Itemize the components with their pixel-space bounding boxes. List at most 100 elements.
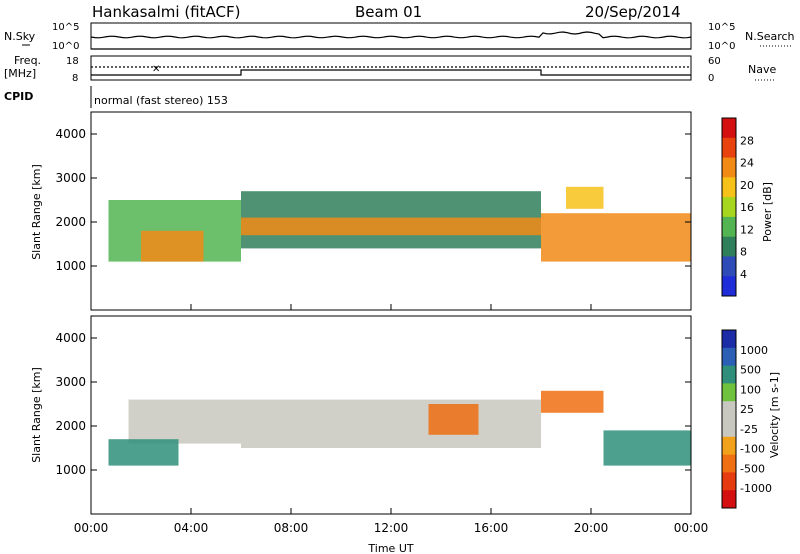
power-data-band-3 bbox=[241, 217, 541, 236]
date-title: 20/Sep/2014 bbox=[585, 3, 681, 21]
power-yticks-label-3: 4000 bbox=[55, 127, 86, 141]
power-data-band-4 bbox=[541, 213, 691, 262]
velocity-yticks-label-3: 4000 bbox=[55, 331, 86, 345]
power-colorbar-swatch-8 bbox=[722, 276, 736, 297]
x-tick-label-5: 20:00 bbox=[574, 521, 609, 535]
velocity-data-band-3 bbox=[428, 404, 479, 435]
freq-label-line1: Freq. bbox=[14, 54, 41, 67]
freq-marker: ✕ bbox=[152, 64, 160, 75]
nave-right-tick-high: 60 bbox=[708, 56, 721, 67]
power-colorbar-tick-2: 12 bbox=[740, 223, 754, 236]
velocity-colorbar-frame bbox=[721, 329, 737, 509]
power-colorbar-frame bbox=[721, 117, 737, 297]
power-yticks-label-2: 3000 bbox=[55, 171, 86, 185]
power-colorbar-swatch-6 bbox=[722, 236, 736, 257]
power-colorbar-tick-4: 20 bbox=[740, 179, 754, 192]
freq-left-tick-high: 18 bbox=[66, 56, 79, 67]
velocity-data bbox=[108, 390, 691, 466]
velocity-colorbar-tick-4: 25 bbox=[740, 403, 754, 416]
cpid-text: normal (fast stereo) 153 bbox=[94, 94, 228, 107]
velocity-colorbar-tick-3: -25 bbox=[740, 423, 758, 436]
velocity-colorbar-tick-6: 500 bbox=[740, 364, 761, 377]
velocity-colorbar-tick-5: 100 bbox=[740, 383, 761, 396]
power-colorbar-tick-0: 4 bbox=[740, 268, 747, 281]
velocity-colorbar-swatch-4 bbox=[722, 401, 736, 420]
power-colorbar-label: Power [dB] bbox=[761, 182, 774, 242]
nave-right-tick-low: 0 bbox=[708, 73, 714, 84]
power-colorbar-tick-3: 16 bbox=[740, 201, 754, 214]
velocity-data-band-5 bbox=[603, 430, 691, 466]
velocity-colorbar-tick-2: -100 bbox=[740, 443, 765, 456]
noise-right-tick-high: 10^5 bbox=[708, 22, 735, 33]
velocity-ylabel: Slant Range [km] bbox=[30, 367, 43, 463]
power-colorbar-swatch-7 bbox=[722, 256, 736, 277]
freq-panel: ✕ Freq. [MHz] 18 8 60 0 Nave bbox=[4, 54, 776, 84]
power-colorbar: 4 8 12 16 20 24 28 bbox=[721, 117, 754, 297]
x-tick-label-1: 04:00 bbox=[174, 521, 209, 535]
x-tick-label-6: 00:00 bbox=[674, 521, 709, 535]
velocity-colorbar-swatch-2 bbox=[722, 365, 736, 384]
x-axis: 00:00 04:00 08:00 12:00 16:00 20:00 00:00 bbox=[74, 304, 709, 535]
x-tick-label-0: 00:00 bbox=[74, 521, 109, 535]
velocity-colorbar-swatch-8 bbox=[722, 472, 736, 491]
power-data bbox=[108, 186, 691, 262]
noise-panel: N.Sky 10^5 10^0 10^5 10^0 N.Search bbox=[4, 22, 795, 52]
power-colorbar-swatch-2 bbox=[722, 157, 736, 178]
freq-left-tick-low: 8 bbox=[72, 73, 78, 84]
velocity-colorbar-swatch-3 bbox=[722, 383, 736, 402]
velocity-colorbar-swatch-7 bbox=[722, 454, 736, 473]
velocity-colorbar-tick-0: -1000 bbox=[740, 482, 772, 495]
noise-line bbox=[90, 31, 692, 39]
station-title: Hankasalmi (fitACF) bbox=[92, 3, 240, 21]
velocity-colorbar-label: Velocity [m s-1] bbox=[768, 372, 781, 458]
noise-left-tick-high: 10^5 bbox=[52, 22, 79, 33]
x-tick-label-3: 12:00 bbox=[374, 521, 409, 535]
power-colorbar-tick-6: 28 bbox=[740, 134, 754, 147]
x-tick-label-4: 16:00 bbox=[474, 521, 509, 535]
cpid-label: CPID bbox=[4, 90, 33, 103]
power-panel: 1000 2000 3000 4000 Slant Range [km] 4 8 12 16… bbox=[30, 111, 774, 311]
velocity-data-band-2 bbox=[241, 399, 541, 448]
nave-line bbox=[91, 69, 691, 76]
power-data-band-1 bbox=[141, 230, 204, 262]
velocity-colorbar-tick-1: -500 bbox=[740, 462, 765, 475]
nsearch-label: N.Search bbox=[745, 30, 795, 43]
velocity-colorbar-swatch-5 bbox=[722, 419, 736, 438]
velocity-yticks-label-1: 2000 bbox=[55, 419, 86, 433]
velocity-colorbar-swatch-0 bbox=[722, 330, 736, 349]
velocity-colorbar-swatch-9 bbox=[722, 490, 736, 509]
noise-left-tick-low: 10^0 bbox=[52, 41, 79, 52]
freq-label-line2: [MHz] bbox=[4, 67, 36, 80]
power-yticks-label-0: 1000 bbox=[55, 259, 86, 273]
velocity-colorbar-swatch-1 bbox=[722, 347, 736, 367]
velocity-data-band-0 bbox=[128, 399, 241, 444]
power-colorbar-swatch-0 bbox=[722, 118, 736, 139]
x-axis-label: Time UT bbox=[367, 542, 413, 554]
power-colorbar-tick-5: 24 bbox=[740, 157, 754, 170]
noise-right-tick-low: 10^0 bbox=[708, 41, 735, 52]
velocity-colorbar-tick-7: 1000 bbox=[740, 344, 768, 357]
power-ylabel: Slant Range [km] bbox=[30, 164, 43, 260]
nsky-label: N.Sky bbox=[4, 30, 36, 43]
velocity-colorbar: -1000 -500 -100 -25 25 100 500 1000 bbox=[721, 329, 772, 509]
power-yticks: 1000 2000 3000 4000 bbox=[55, 127, 691, 273]
power-colorbar-tick-1: 8 bbox=[740, 246, 747, 259]
velocity-yticks-label-2: 3000 bbox=[55, 375, 86, 389]
velocity-yticks: 1000 2000 3000 4000 bbox=[55, 331, 691, 477]
freq-panel-frame bbox=[90, 55, 692, 81]
power-yticks-label-1: 2000 bbox=[55, 215, 86, 229]
velocity-data-band-4 bbox=[541, 390, 604, 413]
nave-label: Nave bbox=[748, 63, 776, 76]
power-colorbar-swatch-3 bbox=[722, 177, 736, 198]
power-colorbar-swatch-5 bbox=[722, 216, 736, 238]
velocity-yticks-label-0: 1000 bbox=[55, 463, 86, 477]
x-tick-label-2: 08:00 bbox=[274, 521, 309, 535]
beam-title: Beam 01 bbox=[355, 3, 422, 21]
power-data-band-5 bbox=[566, 186, 604, 209]
velocity-colorbar-swatch-6 bbox=[722, 436, 736, 456]
power-colorbar-swatch-1 bbox=[722, 137, 736, 159]
power-colorbar-swatch-4 bbox=[722, 197, 736, 218]
velocity-data-band-1 bbox=[108, 439, 179, 466]
